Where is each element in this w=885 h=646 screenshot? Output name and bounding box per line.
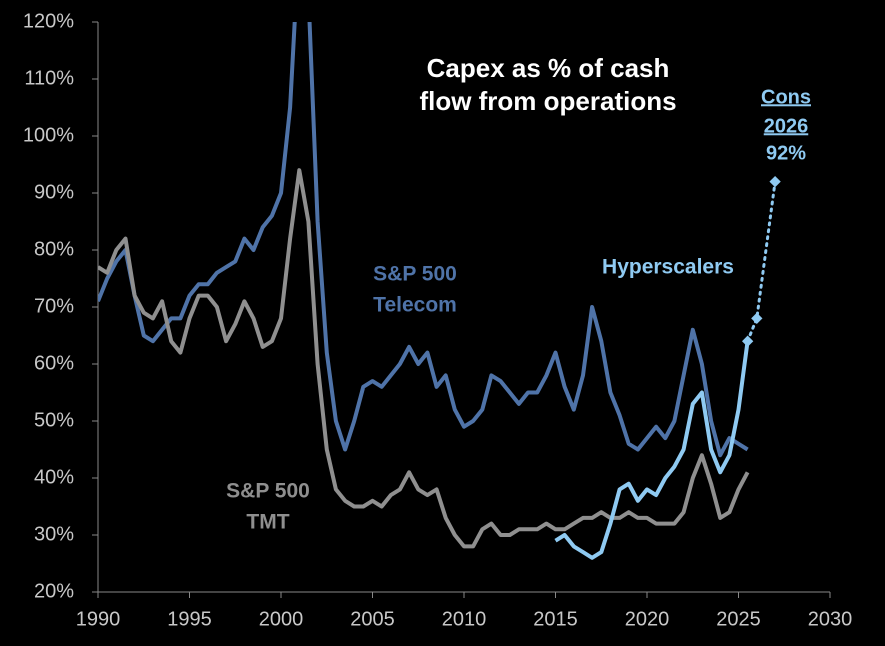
x-tick-label: 1990 <box>76 608 121 630</box>
y-tick-label: 120% <box>23 10 74 32</box>
series-line <box>98 168 750 549</box>
x-tick-label: 2000 <box>259 608 304 630</box>
x-tick-label: 2020 <box>625 608 670 630</box>
chart-title: Capex as % of cash <box>427 53 670 83</box>
projection-marker <box>769 175 781 188</box>
x-tick-label: 2030 <box>808 608 853 630</box>
x-tick-label: 2010 <box>442 608 487 630</box>
projection-line <box>746 180 777 343</box>
y-tick-label: 100% <box>23 124 74 146</box>
y-tick-label: 60% <box>34 352 74 374</box>
x-tick-label: 1995 <box>167 608 212 630</box>
series-label: Telecom <box>373 294 457 317</box>
series-line <box>98 22 749 458</box>
annotation: 92% <box>766 142 806 164</box>
y-tick-label: 20% <box>34 580 74 602</box>
series-label: S&P 500 <box>226 480 310 503</box>
plot <box>98 22 777 560</box>
series-label: TMT <box>246 511 289 534</box>
y-tick-label: 40% <box>34 466 74 488</box>
y-tick-label: 70% <box>34 295 74 317</box>
y-tick-label: 30% <box>34 523 74 545</box>
series-line <box>554 340 750 560</box>
x-tick-label: 2015 <box>533 608 578 630</box>
series-label: Hyperscalers <box>602 256 734 279</box>
x-tick-label: 2025 <box>716 608 761 630</box>
series-label: S&P 500 <box>373 263 457 286</box>
y-tick-label: 90% <box>34 181 74 203</box>
y-tick-label: 50% <box>34 409 74 431</box>
chart-title: flow from operations <box>419 86 676 116</box>
projection-marker <box>741 335 754 347</box>
projection-marker <box>751 312 763 325</box>
y-tick-label: 110% <box>24 67 74 89</box>
annotation: Cons <box>761 86 811 108</box>
x-tick-label: 2005 <box>350 608 395 630</box>
annotation: 2026 <box>764 115 809 137</box>
y-tick-label: 80% <box>34 238 74 260</box>
